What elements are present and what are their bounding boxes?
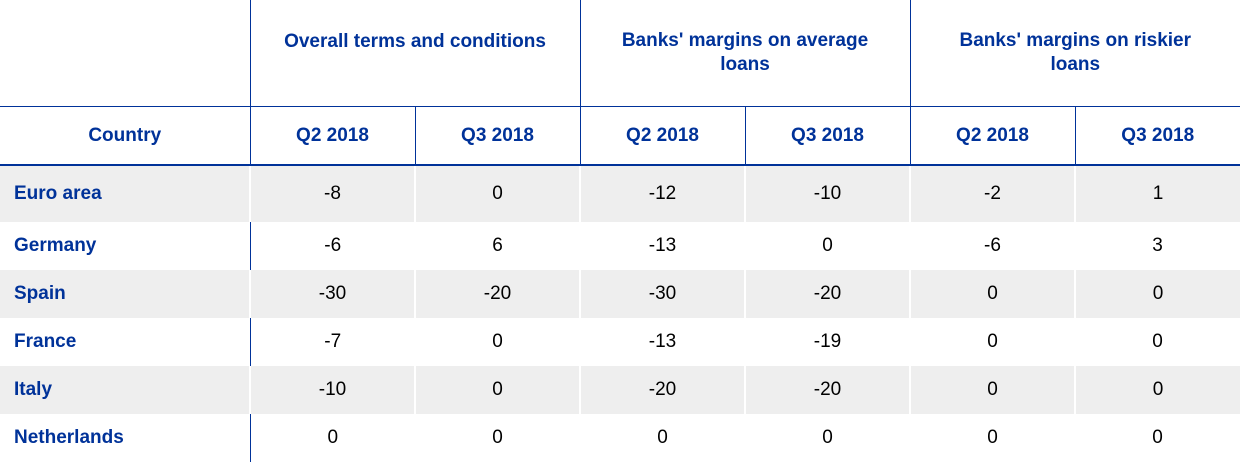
table-row: France -7 0 -13 -19 0 0 [0, 318, 1240, 366]
country-header: Country [0, 106, 250, 166]
table-cell: 0 [1074, 366, 1240, 414]
country-name: Italy [0, 366, 250, 414]
table-cell: -13 [648, 235, 677, 256]
table-cell: 0 [1074, 270, 1240, 318]
quarter-header: Q2 2018 [579, 106, 745, 166]
table-row: Netherlands 0 0 0 0 0 0 [0, 414, 1240, 462]
table-cell: 0 [1152, 331, 1163, 352]
country-name: Netherlands [14, 427, 124, 448]
table-cell: 0 [657, 427, 668, 448]
table-row: Euro area -8 0 -12 -10 -2 1 [0, 165, 1240, 222]
quarter-header: Q2 2018 [909, 106, 1075, 166]
table-cell: -20 [414, 270, 580, 318]
table-cell: 1 [1074, 165, 1240, 222]
quarter-header: Q2 2018 [249, 106, 415, 166]
table-cell: -7 [249, 318, 415, 366]
table-cell: -8 [249, 165, 415, 222]
quarter-header: Q3 2018 [744, 106, 910, 166]
table-cell: -6 [984, 235, 1001, 256]
table-cell: -20 [579, 366, 745, 414]
table-cell: 0 [414, 165, 580, 222]
table-row: Germany -6 6 -13 0 -6 3 [0, 222, 1240, 270]
table-cell: -20 [744, 270, 910, 318]
table-cell: 0 [987, 427, 998, 448]
table-cell: -19 [813, 331, 842, 352]
country-name: Spain [0, 270, 250, 318]
table-cell: 0 [987, 331, 998, 352]
table-cell: -30 [579, 270, 745, 318]
country-name: France [14, 331, 77, 352]
table-cell: -13 [648, 331, 677, 352]
table-cell: -6 [249, 222, 415, 270]
quarter-header: Q3 2018 [1074, 106, 1240, 166]
table-row: Spain -30 -20 -30 -20 0 0 [0, 270, 1240, 318]
table-cell: -20 [744, 366, 910, 414]
group-header-average-loans: Banks' margins on average loans [579, 0, 910, 107]
table-cell: 0 [822, 235, 833, 256]
group-header-riskier-loans: Banks' margins on riskier loans [909, 0, 1240, 107]
table-cell: 3 [1152, 235, 1163, 256]
table-cell: 0 [909, 366, 1075, 414]
table-cell: 0 [1152, 427, 1163, 448]
table-cell: 0 [909, 270, 1075, 318]
group-header-row: Overall terms and conditions Banks' marg… [0, 0, 1240, 107]
table-cell: -10 [249, 366, 415, 414]
table-cell: 6 [492, 235, 503, 256]
table-cell: -10 [744, 165, 910, 222]
table-cell: 0 [822, 427, 833, 448]
country-name: Euro area [0, 165, 250, 222]
table-cell: -12 [579, 165, 745, 222]
quarter-header: Q3 2018 [414, 106, 580, 166]
table-cell: 0 [249, 414, 415, 462]
group-header-overall: Overall terms and conditions [249, 0, 580, 107]
quarter-header-row: Country Q2 2018 Q3 2018 Q2 2018 Q3 2018 … [0, 106, 1240, 166]
table-row: Italy -10 0 -20 -20 0 0 [0, 366, 1240, 414]
table-cell: 0 [492, 331, 503, 352]
table-cell: -30 [249, 270, 415, 318]
country-header-top [0, 0, 250, 107]
country-name: Germany [14, 235, 97, 256]
table-cell: 0 [414, 366, 580, 414]
table-cell: -2 [909, 165, 1075, 222]
table-cell: 0 [492, 427, 503, 448]
